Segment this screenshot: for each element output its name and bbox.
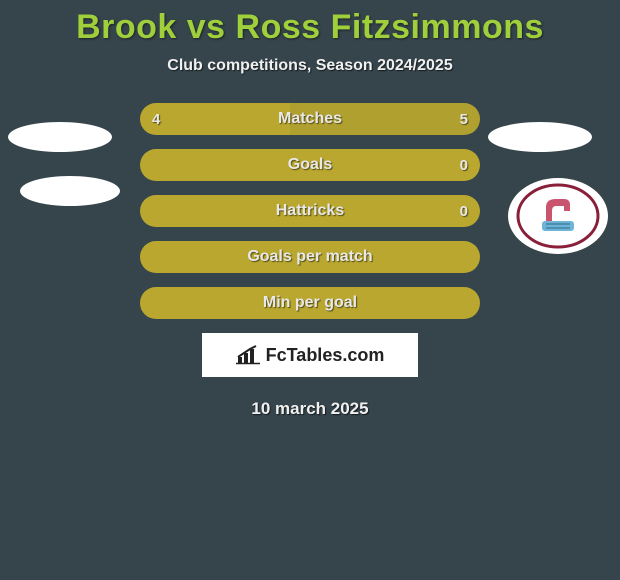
brand-box: FcTables.com <box>202 333 418 377</box>
bar-row: Min per goal <box>140 287 480 319</box>
club-badge <box>508 178 608 254</box>
bar-row: Hattricks0 <box>140 195 480 227</box>
bar-chart-icon <box>236 345 262 365</box>
player-right-oval-1 <box>488 122 592 152</box>
date-label: 10 march 2025 <box>0 399 620 419</box>
brand-logo: FcTables.com <box>236 345 385 366</box>
bar-row: Goals per match <box>140 241 480 273</box>
player-left-oval-2 <box>20 176 120 206</box>
brand-name: FcTables.com <box>266 345 385 366</box>
player-left-oval-1 <box>8 122 112 152</box>
bar-right-segment <box>290 103 480 135</box>
bar-full-segment <box>140 195 480 227</box>
bar-full-segment <box>140 149 480 181</box>
scunthorpe-united-crest-icon <box>516 183 600 249</box>
bar-row: Matches45 <box>140 103 480 135</box>
bar-row: Goals0 <box>140 149 480 181</box>
bar-full-segment <box>140 241 480 273</box>
page-subtitle: Club competitions, Season 2024/2025 <box>0 57 620 75</box>
bar-full-segment <box>140 287 480 319</box>
bar-left-segment <box>140 103 290 135</box>
page-title: Brook vs Ross Fitzsimmons <box>0 0 620 47</box>
comparison-bars: Matches45 Goals0 Hattricks0 Goals per match… <box>140 103 480 319</box>
